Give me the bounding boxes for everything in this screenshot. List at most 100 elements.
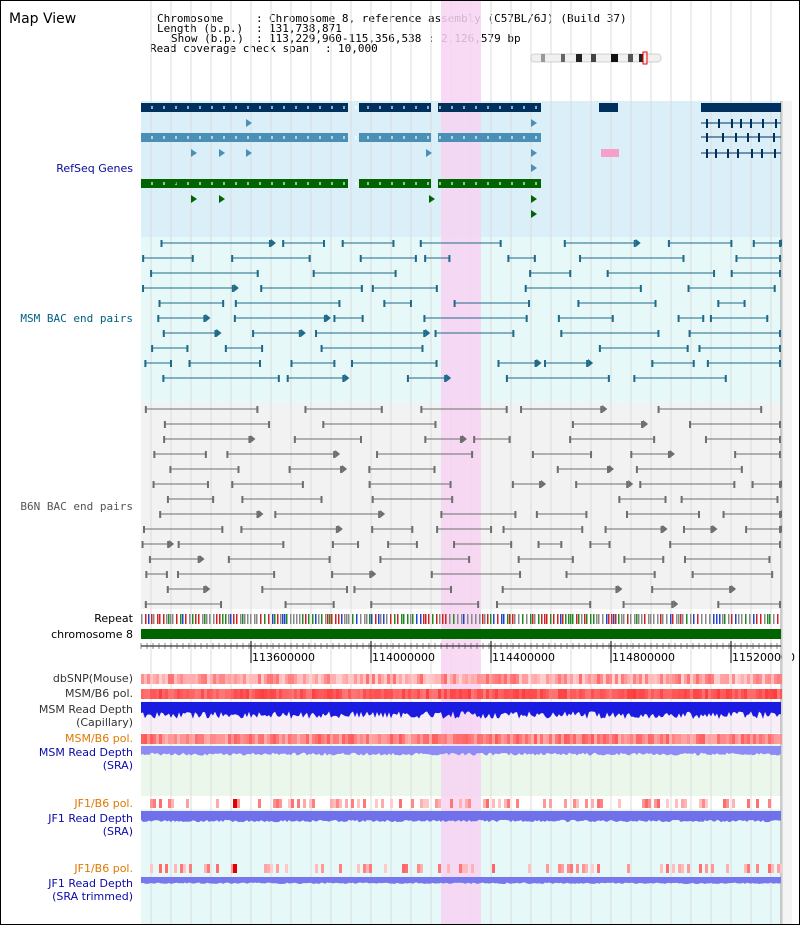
repeat-element [479, 614, 481, 624]
gene-exon-mark [487, 106, 489, 109]
repeat-element [318, 614, 320, 624]
repeat-element [366, 614, 368, 624]
polymorphism-cell [297, 734, 300, 744]
polymorphism-cell [147, 674, 150, 684]
polymorphism-cell [513, 734, 516, 744]
polymorphism-cell [747, 799, 750, 808]
gene-feature [359, 179, 431, 188]
repeat-element [557, 614, 559, 624]
polymorphism-cell [435, 674, 438, 684]
repeat-element [676, 614, 678, 624]
polymorphism-cell [363, 734, 366, 744]
polymorphism-cell [390, 799, 393, 808]
repeat-element [277, 614, 279, 624]
polymorphism-cell [267, 864, 270, 873]
polymorphism-cell [537, 674, 540, 684]
polymorphism-cell [177, 689, 180, 699]
gene-exon-mark [427, 182, 429, 185]
gene-exon-mark [343, 106, 345, 109]
axis-tick-label: 113600000 [252, 651, 315, 664]
gene-exon-mark [379, 136, 381, 139]
bac-end [507, 255, 510, 262]
bac-end [633, 375, 636, 382]
polymorphism-cell [552, 674, 555, 684]
repeat-element [148, 614, 150, 624]
polymorphism-cell [369, 689, 372, 699]
polymorphism-cell [480, 674, 483, 684]
polymorphism-cell [348, 689, 351, 699]
bac-end [471, 451, 474, 458]
gene-exon-mark [775, 119, 777, 128]
bac-end [651, 360, 654, 367]
gene-exon-mark [511, 182, 513, 185]
polymorphism-cell [645, 734, 648, 744]
polymorphism-cell [624, 689, 627, 699]
polymorphism-cell [204, 734, 207, 744]
repeat-element [250, 614, 252, 624]
repeat-element [151, 614, 153, 624]
bac-end [151, 345, 154, 352]
polymorphism-cell [474, 734, 477, 744]
polymorphism-cell [324, 689, 327, 699]
bac-end [387, 541, 390, 548]
polymorphism-cell [438, 864, 441, 873]
bac-end [357, 541, 360, 548]
repeat-element [565, 614, 567, 624]
bac-end [312, 270, 315, 277]
polymorphism-cell [240, 734, 243, 744]
polymorphism-cell [516, 799, 519, 808]
bac-end [691, 571, 694, 578]
polymorphism-cell [195, 674, 198, 684]
polymorphism-cell [387, 689, 390, 699]
bac-end [702, 315, 705, 322]
repeat-element [467, 614, 469, 624]
bac-end [421, 345, 424, 352]
bac-end [779, 421, 781, 428]
polymorphism-cell [507, 674, 510, 684]
polymorphism-cell [558, 674, 561, 684]
polymorphism-cell [705, 864, 708, 873]
polymorphism-cell [519, 734, 522, 744]
bac-end [371, 285, 374, 292]
gene-exon-mark [367, 182, 369, 185]
repeat-element [423, 614, 425, 624]
bac-end [346, 586, 349, 593]
polymorphism-cell [180, 734, 183, 744]
bac-end [231, 285, 234, 292]
gene-exon-mark [163, 136, 165, 139]
bac-end [369, 571, 372, 578]
polymorphism-cell [156, 689, 159, 699]
polymorphism-cell [660, 689, 663, 699]
polymorphism-cell [495, 734, 498, 744]
polymorphism-cell [720, 689, 723, 699]
bac-end [667, 451, 670, 458]
polymorphism-cell [714, 674, 717, 684]
bac-end-arrow [199, 555, 205, 563]
polymorphism-cell [465, 689, 468, 699]
gene-exon-mark [355, 182, 357, 185]
bac-end [501, 586, 504, 593]
repeat-element [701, 614, 703, 624]
polymorphism-cell [447, 689, 450, 699]
repeat-element [375, 614, 377, 624]
repeat-element [401, 614, 403, 624]
polymorphism-cell [582, 734, 585, 744]
polymorphism-cell [429, 734, 432, 744]
bac-end [497, 360, 500, 367]
repeat-element [159, 614, 161, 624]
polymorphism-cell [405, 864, 408, 873]
polymorphism-cell [693, 689, 696, 699]
bac-end [144, 601, 147, 608]
polymorphism-cell [162, 674, 165, 684]
polymorphism-cell [750, 734, 753, 744]
polymorphism-cell [594, 734, 597, 744]
bac-end [710, 526, 713, 533]
polymorphism-cell [660, 734, 663, 744]
polymorphism-cell [315, 864, 318, 873]
repeat-element [284, 614, 286, 624]
ideogram-band [639, 54, 643, 62]
polymorphism-cell [702, 689, 705, 699]
track-label-jf1-depth-sra: JF1 Read Depth [48, 812, 133, 825]
vertical-scrollbar[interactable] [782, 101, 792, 924]
